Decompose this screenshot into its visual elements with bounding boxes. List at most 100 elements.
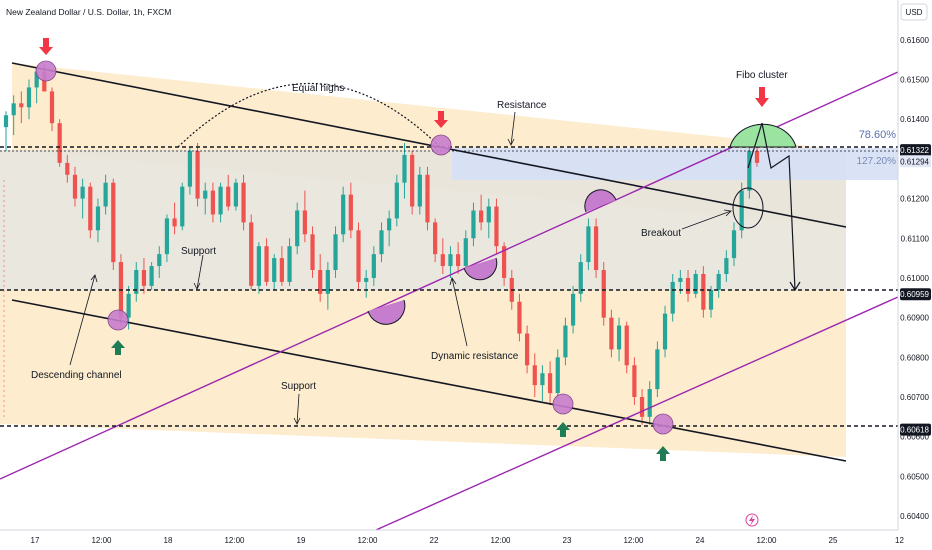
candle-body	[479, 210, 484, 223]
candle-body	[333, 234, 338, 271]
breakout-pointer	[681, 210, 732, 230]
candle-body	[88, 186, 93, 231]
candle-body	[103, 182, 108, 207]
candle-body	[310, 234, 315, 271]
candle	[172, 202, 177, 235]
breakout-circle	[732, 187, 764, 229]
candle	[226, 174, 231, 211]
projection-path	[747, 122, 796, 291]
candle	[180, 182, 185, 231]
candle-body	[195, 150, 200, 199]
candle	[149, 262, 154, 290]
candle	[19, 91, 24, 124]
currency-box[interactable]	[900, 3, 928, 21]
candle-body	[678, 277, 683, 282]
y-tick-label: 0.61000	[900, 274, 929, 283]
candle-body	[356, 230, 361, 282]
candle	[295, 202, 300, 255]
candle-body	[111, 182, 116, 263]
candle-body	[532, 365, 537, 386]
candle-body	[555, 357, 560, 394]
candle-body	[417, 174, 422, 207]
y-tick-label: 0.60500	[900, 472, 929, 481]
candle	[341, 186, 346, 243]
candle	[586, 218, 591, 271]
candle-body	[547, 373, 553, 394]
candle	[187, 146, 193, 195]
candle	[387, 210, 392, 247]
candle-body	[49, 91, 55, 124]
x-tick-label: 19	[297, 536, 306, 545]
candle	[731, 222, 737, 267]
candle-body	[80, 186, 85, 199]
candle-body	[19, 103, 24, 108]
candle	[49, 87, 55, 132]
y-tick-label: 0.61600	[900, 36, 929, 45]
candle-body	[685, 277, 691, 294]
candle-body	[287, 246, 292, 282]
price-label: 0.61294	[900, 157, 929, 166]
candle	[11, 95, 16, 136]
candle	[693, 270, 698, 298]
lightning-icon-glyph	[749, 515, 755, 526]
candle-body	[149, 266, 154, 286]
candle	[724, 250, 729, 282]
candle-body	[747, 150, 752, 191]
arrow-down-icon	[755, 87, 769, 107]
candle-body	[448, 254, 453, 267]
candle	[241, 174, 246, 231]
candle-body	[241, 182, 246, 223]
candle	[747, 143, 752, 199]
pivot-circle-4	[552, 393, 574, 415]
candle-body	[670, 281, 675, 314]
candle-body	[655, 349, 660, 390]
candle-body	[394, 182, 399, 219]
x-tick-label: 12:00	[756, 536, 777, 545]
candle-body	[256, 246, 261, 286]
support-pointer-1-head	[193, 282, 201, 290]
pivot-circle-2	[107, 309, 129, 331]
pivot-circle-5	[652, 413, 674, 435]
candle	[502, 242, 507, 286]
candle	[440, 238, 445, 274]
candle-body	[57, 123, 62, 163]
candle	[141, 258, 147, 294]
candle	[57, 119, 62, 167]
time-axis[interactable]: 17 12:00 18 12:00 19 12:00 22 12:00 23 12:00 24 12:…	[0, 529, 932, 550]
x-tick-label: 22	[430, 536, 439, 545]
candle-body	[318, 270, 323, 294]
channel-upper-line[interactable]	[11, 62, 847, 228]
descending-channel-pointer	[69, 274, 96, 366]
annotation-fibo-cluster: Fibo cluster	[736, 70, 788, 81]
fibo-label-786: 78.60%	[859, 129, 897, 141]
candle	[555, 349, 560, 401]
candle-body	[180, 186, 185, 227]
candle-body	[517, 301, 522, 334]
candle-body	[410, 154, 415, 207]
candle-body	[348, 194, 353, 231]
candle	[570, 285, 576, 334]
candle	[218, 182, 223, 223]
y-tick-label: 0.60700	[900, 393, 929, 402]
descending-channel-pointer-head	[90, 274, 98, 283]
price-axis[interactable]: USD 0.616000.615000.614000.613000.612000…	[897, 0, 932, 550]
candle-body	[11, 103, 16, 116]
candle-body	[364, 277, 369, 282]
channel-lower-line[interactable]	[11, 299, 847, 462]
annotation-dynamic-resistance: Dynamic resistance	[431, 351, 519, 362]
trendline-lower[interactable]	[375, 296, 898, 530]
candle-body	[716, 273, 721, 290]
candle	[3, 111, 9, 151]
x-tick-label: 12:00	[623, 536, 644, 545]
candle	[632, 357, 637, 405]
time-axis-bg	[0, 530, 932, 550]
candle-body	[371, 254, 376, 278]
projection-arrowhead	[789, 281, 801, 292]
candle-body	[693, 273, 698, 294]
candle	[448, 246, 453, 278]
candle	[95, 198, 101, 243]
candle-body	[502, 246, 507, 278]
candle	[302, 190, 307, 243]
